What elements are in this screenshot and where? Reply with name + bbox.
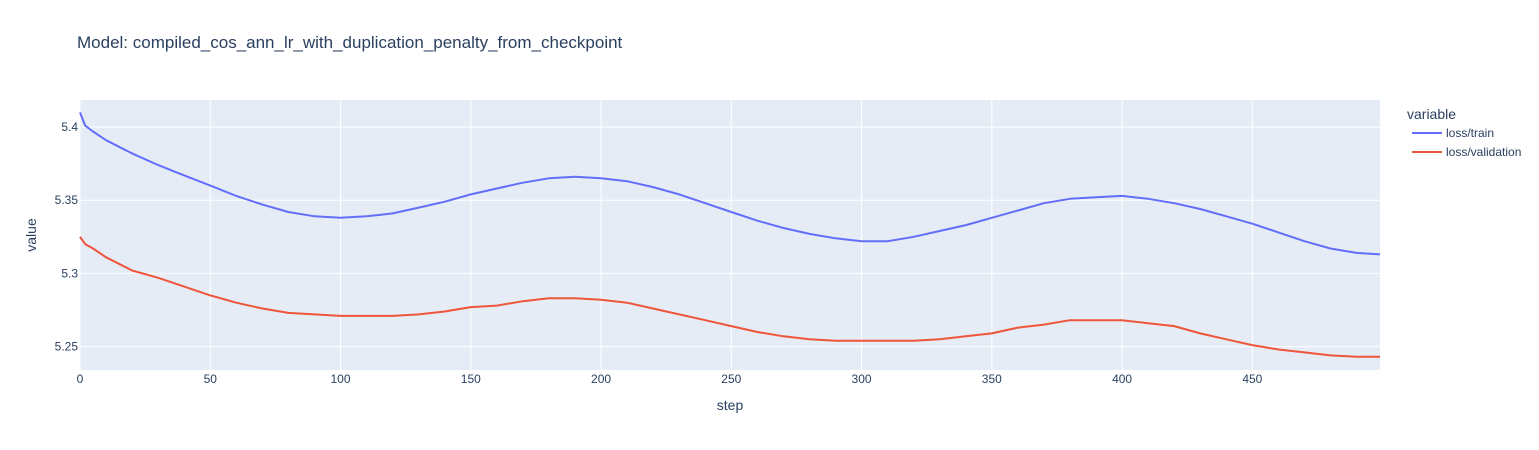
y-tick-label: 5.35 [55,193,79,207]
x-tick-label: 300 [852,372,872,386]
x-tick-label: 450 [1242,372,1262,386]
y-tick-label: 5.4 [61,120,78,134]
y-tick-label: 5.25 [55,340,79,354]
legend: variable loss/train loss/validation [1407,106,1521,159]
series-line-loss-train [79,112,1381,256]
legend-title: variable [1407,106,1456,122]
y-tick-labels: 5.25 5.3 5.35 5.4 [55,120,79,354]
legend-label: loss/validation [1446,145,1521,159]
x-tick-label: 150 [461,372,481,386]
x-tick-label: 350 [982,372,1002,386]
y-axis-title: value [23,218,39,252]
x-tick-label: 200 [591,372,611,386]
series-lines [79,112,1381,358]
x-tick-label: 50 [204,372,218,386]
grid-lines [79,100,1380,370]
x-axis-title: step [717,397,744,413]
x-tick-labels: 0 50 100 150 200 250 300 350 400 450 [77,372,1263,386]
x-tick-label: 400 [1112,372,1132,386]
series-line-loss-validation [79,236,1380,358]
x-tick-label: 0 [77,372,84,386]
y-tick-label: 5.3 [61,266,78,280]
x-tick-label: 100 [331,372,351,386]
x-tick-label: 250 [721,372,741,386]
legend-label: loss/train [1446,126,1494,140]
chart-title: Model: compiled_cos_ann_lr_with_duplicat… [77,33,623,52]
